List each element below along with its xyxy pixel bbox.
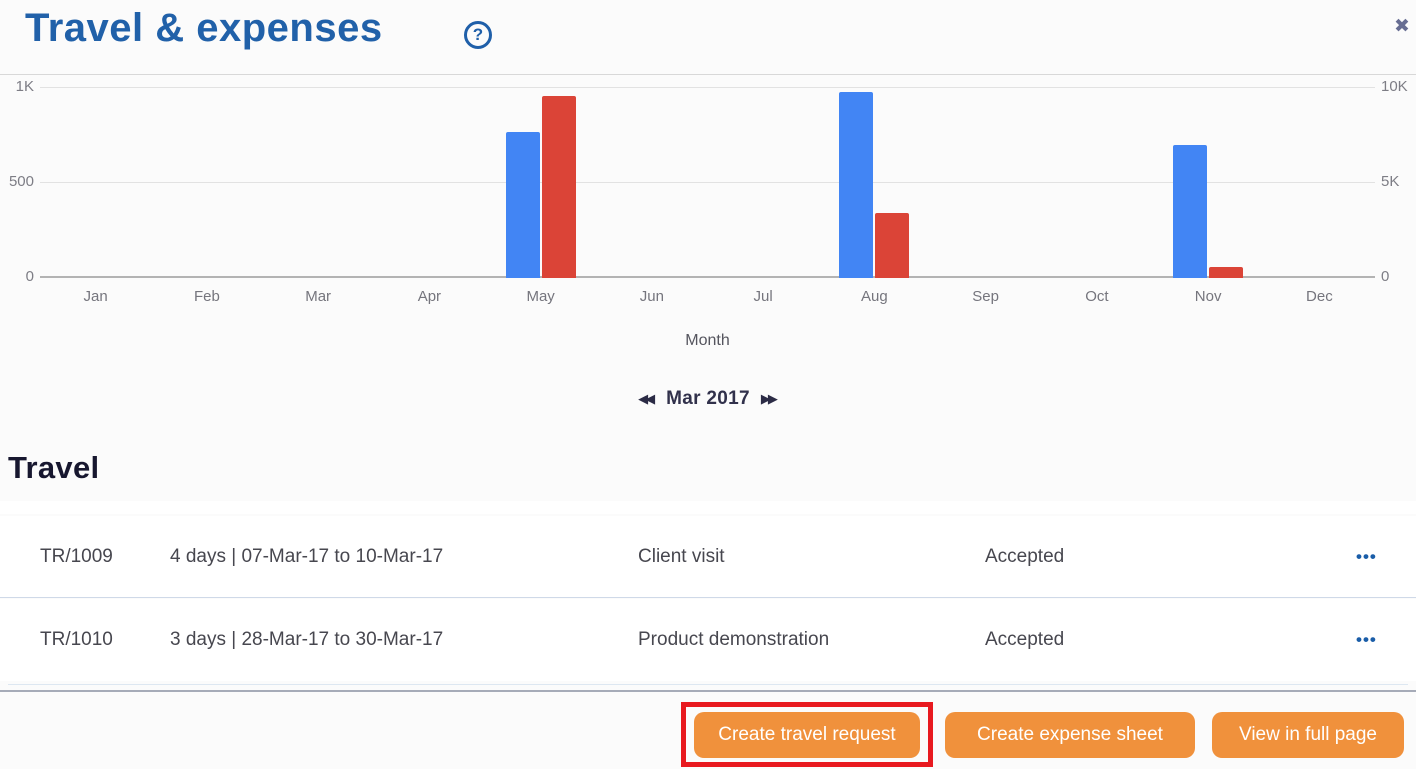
x-tick-label: Apr	[417, 288, 442, 305]
help-icon-glyph: ?	[472, 25, 484, 44]
bar-blue-nov[interactable]	[1173, 145, 1207, 278]
chart-plot	[40, 87, 1375, 278]
y-tick-label: 500	[8, 173, 34, 190]
period-nav: ◀◀ Mar 2017 ▶▶	[0, 388, 1416, 410]
x-tick-label: Sep	[972, 288, 999, 305]
period-label: Mar 2017	[666, 388, 750, 409]
status-badge: Accepted	[985, 629, 1065, 650]
x-tick-label: May	[526, 288, 555, 305]
view-in-full-page-button[interactable]: View in full page	[1212, 712, 1404, 758]
y-tick-label: 0	[1381, 268, 1390, 285]
travel-duration: 4 days | 07-Mar-17 to 10-Mar-17	[170, 545, 444, 567]
y-tick-label: 0	[25, 268, 34, 285]
x-tick-label: Oct	[1085, 288, 1109, 305]
travel-duration: 3 days | 28-Mar-17 to 30-Mar-17	[170, 629, 444, 650]
y-tick-label: 5K	[1381, 173, 1400, 190]
highlight-box	[681, 702, 933, 767]
travel-section-heading: Travel	[8, 450, 100, 485]
table-bottom-divider	[8, 684, 1408, 685]
bar-red-aug[interactable]	[875, 213, 909, 278]
x-tick-label: Jul	[753, 288, 773, 305]
travel-row[interactable]: TR/1010 3 days | 28-Mar-17 to 30-Mar-17 …	[0, 599, 1416, 681]
travel-purpose: Client visit	[638, 545, 725, 567]
x-tick-label: Nov	[1194, 288, 1222, 305]
x-tick-label: Feb	[193, 288, 220, 305]
x-tick-label: Jun	[639, 288, 664, 305]
create-expense-sheet-button[interactable]: Create expense sheet	[945, 712, 1195, 758]
gridline	[40, 276, 1375, 278]
travel-row[interactable]: TR/1009 4 days | 07-Mar-17 to 10-Mar-17 …	[0, 516, 1416, 598]
x-axis: Jan Feb Mar Apr May Jun Jul Aug Sep Oct Nov Dec	[40, 288, 1375, 308]
help-icon[interactable]: ?	[464, 21, 492, 49]
x-tick-label: Jan	[83, 288, 108, 305]
gridline	[40, 87, 1375, 88]
header-divider	[0, 74, 1416, 75]
bar-blue-aug[interactable]	[839, 92, 873, 278]
gridline	[40, 182, 1375, 183]
status-badge: Accepted	[985, 545, 1065, 567]
x-tick-label: Mar	[305, 288, 332, 305]
travel-ref: TR/1010	[40, 629, 113, 650]
y-axis-left: 0 500 1K	[0, 78, 34, 285]
row-actions-menu-icon[interactable]: •••	[1356, 630, 1377, 649]
panel-bottom-divider	[0, 690, 1416, 692]
row-actions-menu-icon[interactable]: •••	[1356, 546, 1377, 566]
create-travel-request-button[interactable]: Create travel request	[694, 712, 920, 758]
y-axis-right: 0 5K 10K	[1381, 78, 1416, 285]
x-axis-title: Month	[685, 332, 730, 349]
table-header-strip	[0, 501, 1416, 514]
x-tick-label: Dec	[1306, 288, 1333, 305]
page-title: Travel & expenses	[25, 6, 383, 50]
previous-period-icon[interactable]: ◀◀	[638, 391, 655, 406]
bar-blue-may[interactable]	[506, 132, 540, 278]
x-tick-label: Aug	[861, 288, 888, 305]
close-icon[interactable]: ✖	[1394, 16, 1410, 37]
y-tick-label: 10K	[1381, 78, 1408, 95]
bar-red-nov[interactable]	[1209, 267, 1243, 278]
bar-red-may[interactable]	[542, 96, 576, 278]
travel-ref: TR/1009	[40, 545, 113, 567]
y-tick-label: 1K	[15, 78, 34, 95]
travel-purpose: Product demonstration	[638, 629, 830, 650]
next-period-icon[interactable]: ▶▶	[760, 391, 778, 406]
